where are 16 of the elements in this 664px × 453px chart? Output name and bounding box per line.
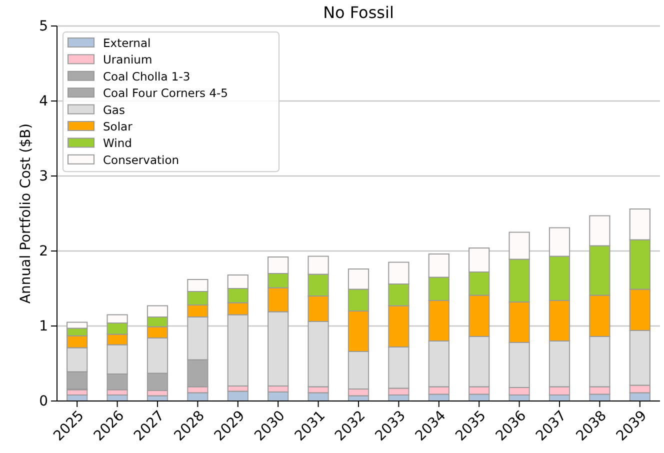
y-tick-label: 2	[39, 243, 48, 260]
legend-label: Uranium	[103, 52, 152, 67]
chart-title: No Fossil	[323, 3, 394, 22]
y-tick-label: 0	[39, 393, 48, 410]
y-tick-label: 4	[39, 93, 48, 110]
legend-label: Gas	[103, 102, 125, 117]
legend-label: Conservation	[103, 152, 180, 167]
y-tick-label: 5	[39, 18, 48, 34]
y-tick-label: 1	[39, 318, 48, 334]
y-axis-title: Annual Portfolio Cost ($B)	[18, 123, 34, 304]
legend-label: Coal Four Corners 4-5	[103, 86, 228, 100]
legend-label: External	[103, 36, 151, 50]
legend-label: Coal Cholla 1-3	[103, 69, 190, 84]
y-tick-label: 3	[39, 168, 48, 184]
legend-label: Solar	[103, 120, 133, 134]
legend-label: Wind	[103, 136, 132, 150]
